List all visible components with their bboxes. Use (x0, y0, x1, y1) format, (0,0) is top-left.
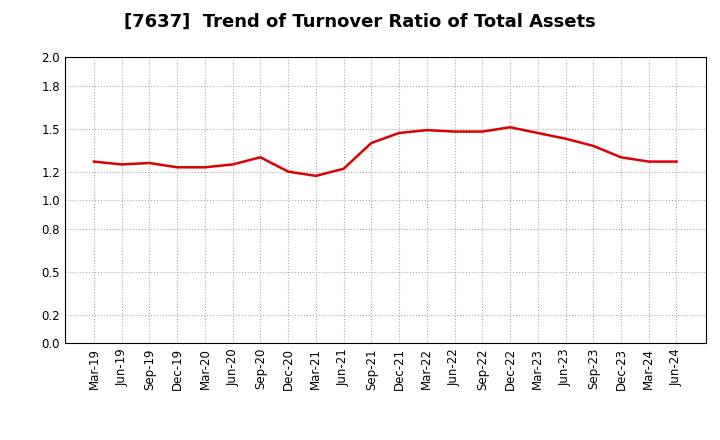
Text: [7637]  Trend of Turnover Ratio of Total Assets: [7637] Trend of Turnover Ratio of Total … (124, 13, 596, 31)
